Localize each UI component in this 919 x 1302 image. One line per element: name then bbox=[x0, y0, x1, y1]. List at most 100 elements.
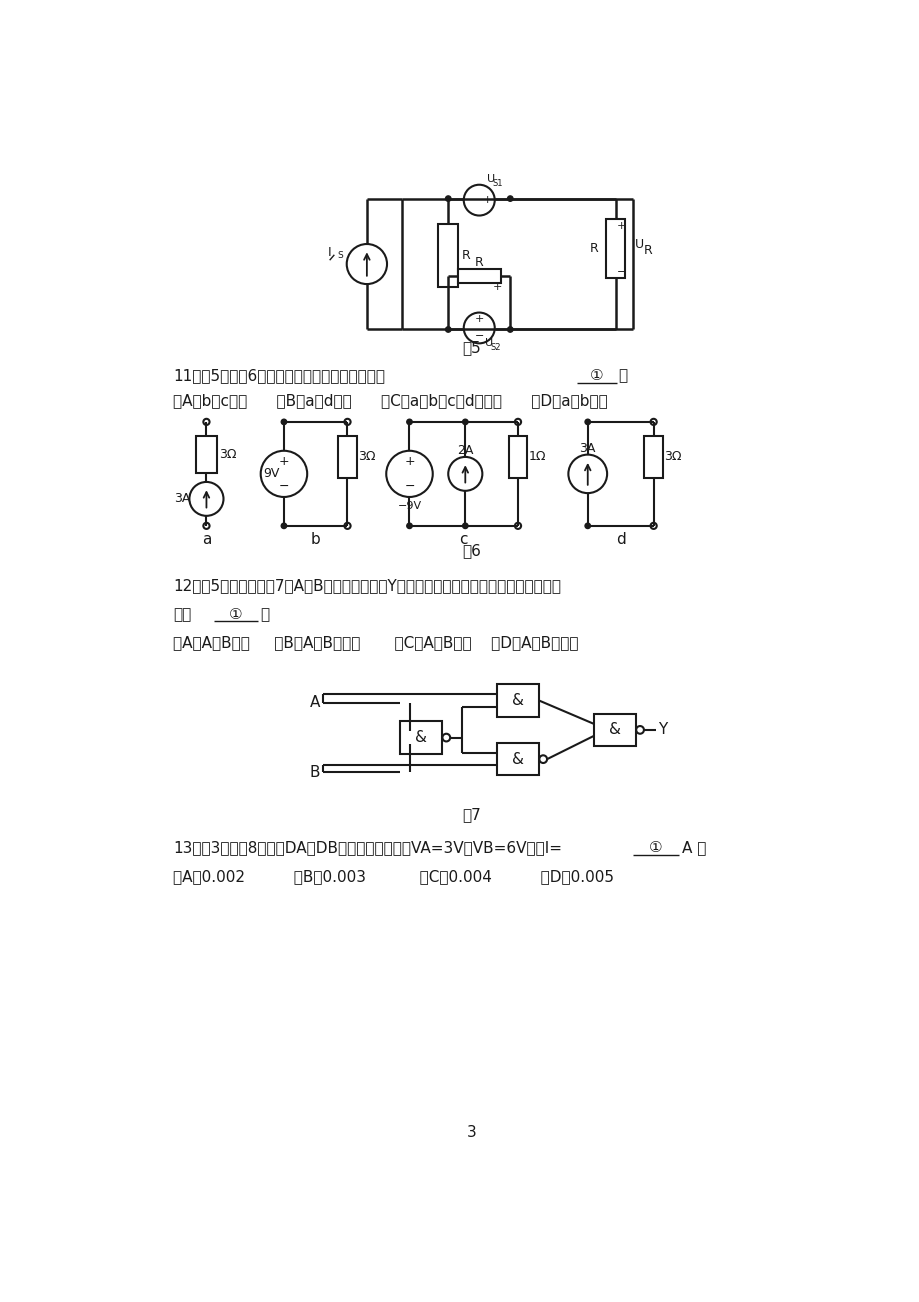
Circle shape bbox=[650, 419, 656, 424]
Text: （A）b、c等效      （B）a、d等效      （C）a、b、c、d均等效      （D）a、b等效: （A）b、c等效 （B）a、d等效 （C）a、b、c、d均等效 （D）a、b等效 bbox=[173, 393, 607, 409]
Text: （A）A与B相或     （B）A与B相异或       （C）A与B或非    （D）A与B异或非: （A）A与B相或 （B）A与B相异或 （C）A与B或非 （D）A与B异或非 bbox=[173, 635, 578, 651]
Text: +: + bbox=[403, 454, 414, 467]
Bar bbox=[606, 219, 624, 277]
Circle shape bbox=[507, 327, 513, 332]
Text: 3Ω: 3Ω bbox=[219, 448, 236, 461]
Bar bbox=[457, 268, 501, 283]
Text: 3Ω: 3Ω bbox=[358, 450, 376, 464]
Text: +: + bbox=[492, 283, 501, 292]
Text: R: R bbox=[474, 256, 483, 270]
Circle shape bbox=[203, 523, 210, 529]
Text: b: b bbox=[311, 533, 320, 547]
Bar bbox=[593, 713, 636, 746]
Text: 2A: 2A bbox=[457, 444, 473, 457]
Text: ①: ① bbox=[649, 840, 662, 855]
Text: d: d bbox=[615, 533, 625, 547]
Text: 。: 。 bbox=[260, 607, 268, 622]
Text: 13、（3分）图8中，设DA、DB为理想二极管，当VA=3V，VB=6V时，I=: 13、（3分）图8中，设DA、DB为理想二极管，当VA=3V，VB=6V时，I= bbox=[173, 840, 562, 855]
Circle shape bbox=[636, 727, 643, 734]
Circle shape bbox=[406, 419, 412, 424]
Text: S2: S2 bbox=[491, 342, 501, 352]
Circle shape bbox=[344, 523, 350, 529]
Text: U: U bbox=[634, 238, 643, 251]
Circle shape bbox=[344, 419, 350, 424]
Text: 能是: 能是 bbox=[173, 607, 191, 622]
Circle shape bbox=[515, 419, 520, 424]
Text: 图5: 图5 bbox=[461, 340, 481, 354]
Text: a: a bbox=[201, 533, 210, 547]
Text: U: U bbox=[486, 174, 494, 185]
Text: −: − bbox=[403, 480, 414, 493]
Text: 3Ω: 3Ω bbox=[664, 450, 681, 464]
Text: R: R bbox=[589, 242, 598, 255]
Text: &: & bbox=[512, 751, 524, 767]
Text: +: + bbox=[482, 195, 491, 206]
Text: ①: ① bbox=[229, 607, 243, 622]
Text: （A）0.002          （B）0.003           （C）0.004          （D）0.005: （A）0.002 （B）0.003 （C）0.004 （D）0.005 bbox=[173, 868, 614, 884]
Circle shape bbox=[260, 450, 307, 497]
Text: −: − bbox=[465, 195, 474, 206]
Text: −: − bbox=[616, 267, 625, 277]
Text: B: B bbox=[310, 764, 320, 780]
Text: &: & bbox=[414, 730, 426, 745]
Circle shape bbox=[463, 312, 494, 344]
Circle shape bbox=[448, 457, 482, 491]
Text: −: − bbox=[474, 332, 483, 341]
Circle shape bbox=[281, 419, 287, 424]
Text: −9V: −9V bbox=[397, 501, 421, 512]
Text: R: R bbox=[643, 245, 652, 258]
Circle shape bbox=[445, 195, 450, 202]
Text: 12、（5分）电路如图7，A、B为逻辑输入端，Y为逻辑输出端，该逻辑电路实现的逻辑功: 12、（5分）电路如图7，A、B为逻辑输入端，Y为逻辑输出端，该逻辑电路实现的逻… bbox=[173, 578, 561, 594]
Circle shape bbox=[568, 454, 607, 493]
Text: −: − bbox=[278, 480, 289, 493]
Text: 3A: 3A bbox=[175, 492, 191, 505]
Text: 11、（5分）图6所示电路中，就其外特性而言，: 11、（5分）图6所示电路中，就其外特性而言， bbox=[173, 368, 385, 383]
Circle shape bbox=[462, 523, 468, 529]
Text: Y: Y bbox=[657, 723, 666, 737]
Circle shape bbox=[189, 482, 223, 516]
Text: S1: S1 bbox=[492, 178, 503, 187]
Bar bbox=[643, 436, 663, 478]
Text: I: I bbox=[328, 246, 332, 259]
Text: 3: 3 bbox=[466, 1125, 476, 1141]
Circle shape bbox=[442, 734, 449, 741]
Bar bbox=[437, 224, 458, 288]
Text: +: + bbox=[278, 454, 289, 467]
Text: +: + bbox=[474, 315, 483, 324]
Text: U: U bbox=[485, 339, 493, 349]
Bar bbox=[400, 721, 442, 754]
Text: &: & bbox=[512, 693, 524, 708]
Text: c: c bbox=[459, 533, 468, 547]
Circle shape bbox=[515, 523, 520, 529]
Circle shape bbox=[584, 523, 590, 529]
Text: 图7: 图7 bbox=[461, 807, 481, 822]
Circle shape bbox=[203, 419, 210, 424]
Circle shape bbox=[584, 419, 590, 424]
Bar bbox=[196, 436, 216, 473]
Text: A 。: A 。 bbox=[681, 840, 705, 855]
Text: R: R bbox=[461, 249, 470, 262]
Circle shape bbox=[406, 523, 412, 529]
Circle shape bbox=[281, 523, 287, 529]
Text: 1Ω: 1Ω bbox=[528, 450, 546, 464]
Text: &: & bbox=[608, 723, 620, 737]
Circle shape bbox=[386, 450, 432, 497]
Circle shape bbox=[539, 755, 547, 763]
Text: S: S bbox=[337, 251, 343, 260]
Circle shape bbox=[346, 243, 387, 284]
Circle shape bbox=[507, 195, 513, 202]
Text: 。: 。 bbox=[618, 368, 627, 383]
Circle shape bbox=[445, 327, 450, 332]
Bar bbox=[496, 743, 539, 775]
Circle shape bbox=[462, 419, 468, 424]
Bar bbox=[496, 685, 539, 717]
Bar bbox=[338, 436, 357, 478]
Text: ①: ① bbox=[590, 368, 603, 383]
Text: 图6: 图6 bbox=[461, 543, 481, 559]
Text: 3A: 3A bbox=[579, 441, 596, 454]
Text: A: A bbox=[310, 695, 320, 711]
Bar bbox=[508, 436, 527, 478]
Text: +: + bbox=[616, 220, 625, 230]
Text: 9V: 9V bbox=[264, 467, 279, 480]
Circle shape bbox=[650, 523, 656, 529]
